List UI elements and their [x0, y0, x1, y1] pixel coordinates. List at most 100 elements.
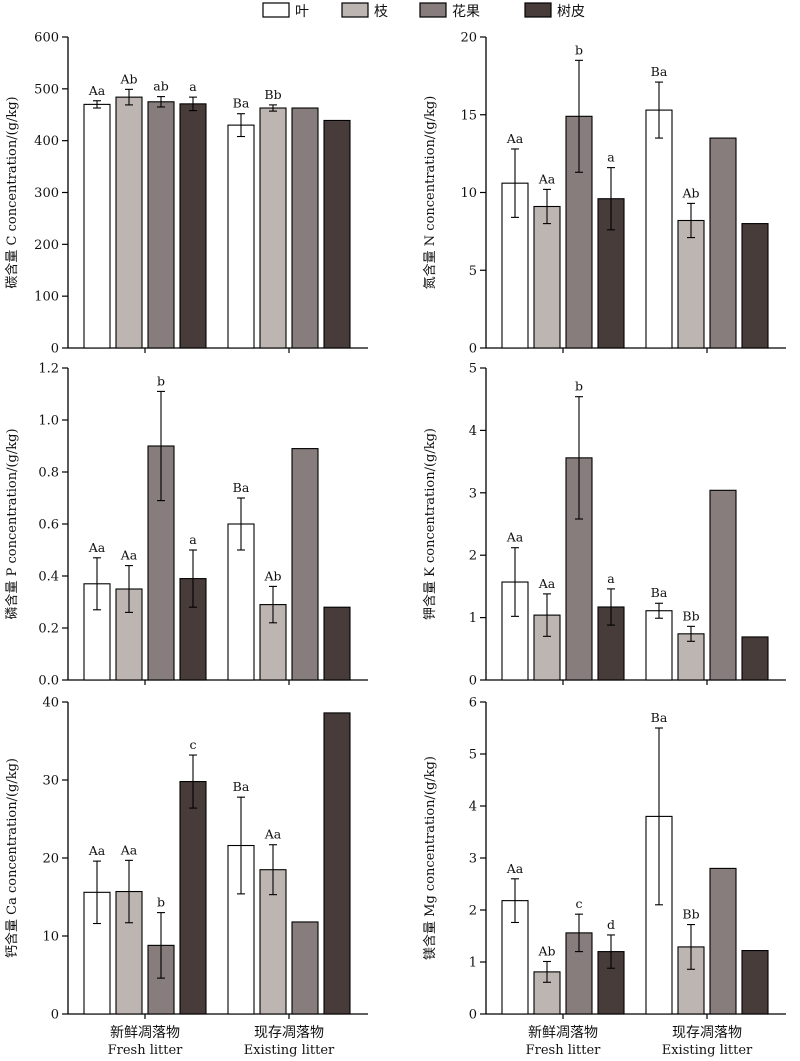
significance-label: b [575, 42, 583, 57]
bar [533, 614, 561, 681]
category-label-cn: 现存凋落物 [672, 1025, 742, 1041]
category-label-en: Existing litter [662, 1043, 753, 1058]
y-tick-label: 0 [51, 342, 59, 357]
y-tick-label: 600 [34, 31, 59, 46]
legend-swatch-3 [419, 2, 447, 18]
y-axis-title: 氮含量 N concentration/(g/kg) [422, 96, 438, 290]
significance-label: Aa [506, 861, 524, 876]
significance-label: Aa [120, 548, 138, 563]
significance-label: Ab [681, 185, 699, 200]
significance-label: d [607, 917, 615, 932]
y-tick-label: 20 [460, 31, 477, 46]
bar [323, 606, 351, 681]
bar [291, 921, 319, 1015]
bar [147, 101, 175, 349]
y-tick-label: 1.0 [38, 414, 59, 429]
category-label-en: Existing litter [244, 1043, 335, 1058]
significance-label: Bb [682, 608, 699, 623]
y-tick-label: 5 [469, 264, 477, 279]
y-tick-label: 2 [469, 549, 477, 564]
panel-2: 氮含量 N concentration/(g/kg) 0 5 10 15 20 Aa Ba Aa… [422, 31, 786, 357]
y-tick-label: 200 [34, 238, 59, 253]
significance-label: Bb [682, 907, 699, 922]
significance-label: b [157, 373, 165, 388]
bar [291, 107, 319, 349]
significance-label: b [575, 379, 583, 394]
y-tick-label: 0.2 [38, 622, 59, 637]
significance-label: Aa [506, 131, 524, 146]
y-tick-label: 10 [460, 186, 477, 201]
category-label-cn: 新鲜凋落物 [528, 1025, 598, 1041]
category-label-en: Fresh litter [108, 1043, 184, 1058]
significance-label: Aa [264, 827, 282, 842]
significance-label: Aa [88, 83, 106, 98]
y-tick-label: 300 [34, 186, 59, 201]
y-tick-label: 500 [34, 82, 59, 97]
bar [741, 950, 769, 1015]
significance-label: Ab [119, 71, 137, 86]
y-tick-label: 6 [469, 696, 477, 711]
y-tick-label: 0 [51, 1008, 59, 1023]
y-tick-label: 3 [469, 852, 477, 867]
significance-label: a [607, 571, 615, 586]
y-tick-label: 4 [469, 424, 477, 439]
y-axis-title: 钾含量 K concentration/(g/kg) [422, 428, 438, 620]
y-tick-label: 10 [42, 930, 59, 945]
bar [179, 103, 207, 349]
significance-label: Ab [263, 568, 281, 583]
legend-label-4: 树皮 [557, 4, 585, 20]
category-label-cn: 现存凋落物 [254, 1025, 324, 1041]
y-tick-label: 0 [469, 342, 477, 357]
y-axis-title: 镁含量 Mg concentration/(g/kg) [422, 756, 438, 960]
y-axis-title: 碳含量 C concentration/(g/kg) [4, 96, 20, 288]
bar [227, 124, 255, 349]
significance-label: c [575, 896, 582, 911]
significance-label: Aa [538, 171, 556, 186]
significance-label: Ab [537, 943, 555, 958]
y-tick-label: 20 [42, 852, 59, 867]
chart-panels: 碳含量 C concentration/(g/kg)01002003004005… [4, 31, 786, 1058]
category-label-en: Fresh litter [526, 1043, 602, 1058]
significance-label: b [157, 895, 165, 910]
bar [259, 107, 287, 349]
y-tick-label: 0 [469, 1008, 477, 1023]
legend-label-1: 叶 [295, 4, 309, 20]
bar [741, 636, 769, 681]
significance-label: Bb [264, 87, 281, 102]
y-tick-label: 400 [34, 134, 59, 149]
y-tick-label: 0.4 [38, 570, 59, 585]
bar [677, 219, 705, 349]
significance-label: Ba [233, 480, 250, 495]
bar [709, 867, 737, 1015]
significance-label: Ba [233, 779, 250, 794]
legend-swatch-2 [341, 2, 369, 18]
bar [323, 119, 351, 349]
bar [323, 712, 351, 1015]
y-tick-label: 0 [469, 674, 477, 689]
y-tick-label: 15 [460, 108, 477, 123]
panel-1: 碳含量 C concentration/(g/kg) 0 100 200 300 400 5… [4, 31, 368, 357]
bar [83, 103, 111, 349]
y-tick-label: 1.2 [38, 362, 59, 377]
significance-label: a [189, 79, 197, 94]
y-tick-label: 0.8 [38, 466, 59, 481]
legend-label-2: 枝 [374, 4, 388, 20]
significance-label: Ba [651, 64, 668, 79]
bar [179, 781, 207, 1015]
y-tick-label: 1 [469, 611, 477, 626]
significance-label: a [189, 532, 197, 547]
bar [645, 109, 673, 349]
significance-label: Aa [120, 842, 138, 857]
significance-label: Aa [88, 540, 106, 555]
bar [115, 96, 143, 349]
y-tick-label: 3 [469, 486, 477, 501]
legend-swatch-4 [524, 2, 552, 18]
y-tick-label: 5 [469, 748, 477, 763]
bar [709, 489, 737, 681]
significance-label: Ba [651, 710, 668, 725]
y-axis-title: 钙含量 Ca concentration/(g/kg) [4, 758, 20, 958]
panel-6: 镁含量 Mg concentration/(g/kg) 0 1 2 3 4 5 6 新鲜凋落物 F… [422, 696, 786, 1058]
significance-label: Aa [506, 530, 524, 545]
significance-label: Aa [88, 843, 106, 858]
legend-label-3: 花果 [452, 4, 480, 20]
